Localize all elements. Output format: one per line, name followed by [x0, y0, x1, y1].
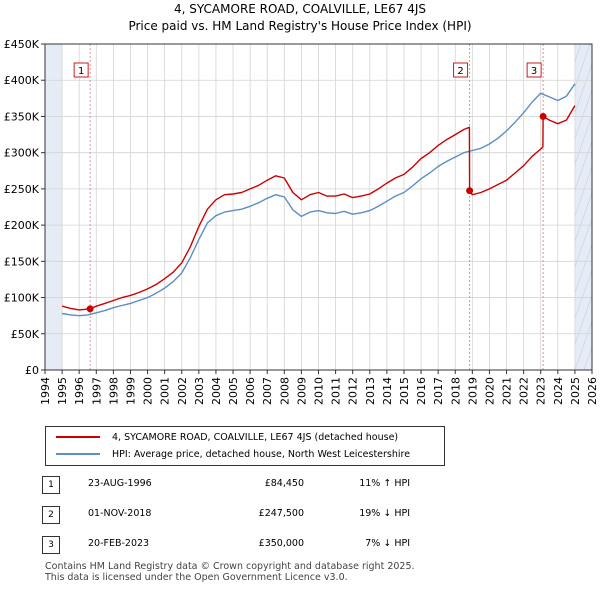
property-price-line [61, 105, 576, 311]
sale-date-2: 01-NOV-2018 [88, 508, 152, 519]
sale-hpi-3: 7% ↓ HPI [365, 538, 410, 549]
sale-marker-1: 1 [42, 476, 60, 494]
event-label-box-2 [453, 62, 469, 78]
shaded-range-0 [45, 44, 63, 370]
x-tick-label-2013: 2013 [364, 377, 377, 405]
x-tick-label-2022: 2022 [518, 377, 531, 405]
sale-price-2: £247,500 [258, 508, 304, 519]
hpi-line-swatch [56, 453, 100, 455]
x-tick-label-1994: 1994 [39, 377, 52, 405]
x-tick-label-2019: 2019 [466, 377, 479, 405]
x-tick-label-2010: 2010 [313, 377, 326, 405]
sale-point-3 [539, 112, 547, 120]
legend-property-label: 4, SYCAMORE ROAD, COALVILLE, LE67 4JS (d… [112, 431, 399, 443]
x-tick-label-2007: 2007 [261, 377, 274, 405]
y-tick-label-350000: £350K [4, 110, 40, 123]
x-tick-label-1998: 1998 [107, 377, 120, 405]
y-tick-label-400000: £400K [4, 74, 40, 87]
x-tick-label-2004: 2004 [210, 377, 223, 405]
x-tick-label-2015: 2015 [398, 377, 411, 405]
legend-hpi-label: HPI: Average price, detached house, Nort… [112, 448, 411, 460]
event-label-box-1 [73, 62, 89, 78]
x-tick-label-1997: 1997 [90, 377, 103, 405]
x-tick-label-2002: 2002 [176, 377, 189, 405]
hatch-line [574, 88, 592, 140]
y-tick-label-300000: £300K [4, 147, 40, 160]
x-tick-label-2014: 2014 [381, 377, 394, 405]
hatch-line [574, 165, 592, 217]
y-tick-label-150000: £150K [4, 255, 40, 268]
sale-hpi-2: 19% ↓ HPI [359, 508, 410, 519]
shaded-range-1 [574, 44, 592, 370]
x-tick-label-2012: 2012 [347, 377, 360, 405]
event-label-3: 3 [531, 66, 537, 77]
x-tick-label-2008: 2008 [278, 377, 291, 405]
y-tick-label-450000: £450K [4, 38, 40, 51]
y-tick-label-100000: £100K [4, 292, 40, 305]
x-tick-label-2006: 2006 [244, 377, 257, 405]
x-tick-label-1996: 1996 [73, 377, 86, 405]
sale-point-2 [466, 187, 474, 195]
hatch-line [574, 294, 592, 346]
x-tick-label-2005: 2005 [227, 377, 240, 405]
event-label-box-3 [526, 62, 542, 78]
sale-date-3: 20-FEB-2023 [88, 538, 150, 549]
x-tick-label-1999: 1999 [124, 377, 137, 405]
sale-marker-2: 2 [42, 506, 60, 524]
sale-hpi-1: 11% ↑ HPI [359, 478, 410, 489]
x-tick-label-1995: 1995 [56, 377, 69, 405]
y-tick-label-0: £0 [25, 364, 39, 377]
chart-title-address: 4, SYCAMORE ROAD, COALVILLE, LE67 4JS [174, 2, 426, 16]
sale-date-1: 23-AUG-1996 [88, 478, 152, 489]
x-tick-label-2025: 2025 [569, 377, 582, 405]
sale-row-3: 3 20-FEB-2023 £350,000 7% ↓ HPI [42, 536, 442, 556]
sale-row-2: 2 01-NOV-2018 £247,500 19% ↓ HPI [42, 506, 442, 526]
x-tick-label-2018: 2018 [449, 377, 462, 405]
footer: Contains HM Land Registry data © Crown c… [45, 561, 415, 583]
event-label-2: 2 [457, 66, 463, 77]
x-tick-label-2024: 2024 [552, 377, 565, 405]
sale-row-1: 1 23-AUG-1996 £84,450 11% ↑ HPI [42, 476, 442, 496]
footer-copyright: Contains HM Land Registry data © Crown c… [45, 561, 415, 572]
chart-subtitle: Price paid vs. HM Land Registry's House … [128, 19, 472, 33]
hatch-line [574, 63, 592, 114]
x-tick-label-2016: 2016 [415, 377, 428, 405]
sale-marker-3: 3 [42, 536, 60, 554]
sale-price-1: £84,450 [264, 478, 304, 489]
hatch-line [574, 268, 592, 320]
x-tick-label-2003: 2003 [193, 377, 206, 405]
x-tick-label-2001: 2001 [159, 377, 172, 405]
x-tick-label-2026: 2026 [586, 377, 599, 405]
sale-price-3: £350,000 [258, 538, 304, 549]
footer-licence: This data is licensed under the Open Gov… [45, 572, 348, 583]
x-tick-label-2023: 2023 [535, 377, 548, 405]
legend-item-property: 4, SYCAMORE ROAD, COALVILLE, LE67 4JS (d… [46, 429, 398, 445]
hpi-line [61, 83, 576, 317]
legend: 4, SYCAMORE ROAD, COALVILLE, LE67 4JS (d… [45, 426, 445, 466]
event-label-1: 1 [78, 66, 84, 77]
y-tick-label-200000: £200K [4, 219, 40, 232]
x-tick-label-2000: 2000 [142, 377, 155, 405]
y-tick-label-250000: £250K [4, 183, 40, 196]
x-tick-label-2017: 2017 [432, 377, 445, 405]
hatch-line [574, 191, 592, 243]
property-line-swatch [56, 436, 100, 438]
price-chart: 1994 1995 1996 1997 1998 1999 2000 2001 2002 2003… [4, 38, 600, 405]
y-tick-label-50000: £50K [11, 328, 40, 341]
hatch-line [593, 44, 600, 370]
x-tick-label-2020: 2020 [483, 377, 496, 405]
x-tick-label-2011: 2011 [330, 377, 343, 405]
legend-item-hpi: HPI: Average price, detached house, Nort… [46, 446, 410, 462]
x-tick-label-2021: 2021 [501, 377, 514, 405]
x-tick-label-2009: 2009 [295, 377, 308, 405]
sale-point-1 [86, 305, 94, 313]
plot-frame [44, 43, 593, 371]
